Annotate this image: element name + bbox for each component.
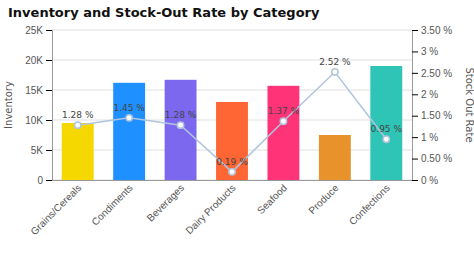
chart: Grains/CerealsCondimentsBeveragesDairy P… [0, 0, 474, 256]
bar [370, 66, 402, 180]
data-labels: 1.28 % 1.45 % 1.28 % 0.19 % 1.37 % 2.52 % 0.95… [62, 57, 402, 167]
data-label: 2.52 % [319, 57, 351, 67]
tick-mark [412, 30, 418, 31]
bars [62, 66, 402, 180]
axis-line [413, 31, 419, 181]
tick-mark [46, 60, 52, 61]
tick-label: Grains/Cereals [28, 182, 83, 237]
tick-mark [46, 30, 52, 31]
marker [280, 118, 286, 124]
tick: 20K [25, 55, 52, 66]
tick-label: 15K [25, 85, 43, 96]
tick-label: 20K [25, 55, 43, 66]
tick-mark [412, 159, 418, 160]
tick-label: 1 % [421, 132, 438, 143]
tick: Produce [306, 180, 340, 216]
tick: 3 % [412, 46, 438, 57]
grid [52, 30, 412, 180]
tick-label: 0 [37, 175, 43, 186]
tick-mark [412, 94, 418, 95]
tick-mark [412, 51, 418, 52]
grid-line [52, 60, 412, 61]
tick: 0 % [412, 175, 438, 186]
tick: 5K [31, 145, 52, 156]
tick: 1.50 % [412, 110, 452, 121]
tick: Grains/Cereals [28, 180, 83, 237]
plot: Grains/CerealsCondimentsBeveragesDairy P… [25, 25, 452, 237]
marker [383, 136, 389, 142]
axis-line [46, 31, 53, 181]
tick-label: Seafood [255, 182, 289, 216]
bar [319, 135, 351, 180]
bar [113, 83, 145, 180]
bar [165, 80, 197, 180]
data-label: 0.19 % [216, 157, 248, 167]
tick-mark [46, 120, 52, 121]
tick: 3.50 % [412, 25, 452, 36]
tick-mark [412, 180, 418, 181]
y-axis: 0 5K 10K 15K 20K 25K [25, 25, 52, 186]
data-label: 1.28 % [62, 110, 94, 120]
y2-axis: 0 % 0.50 % 1 % 1.50 % 2 % 2.50 % 3 % 3.50 % [412, 25, 452, 186]
tick-label: 0 % [421, 175, 438, 186]
marker [229, 169, 235, 175]
tick-mark [412, 137, 418, 138]
line [78, 72, 387, 172]
tick: 2.50 % [412, 68, 452, 79]
data-label: 1.37 % [268, 106, 300, 116]
tick-label: 2 % [421, 89, 438, 100]
axis-line [53, 180, 413, 181]
tick: Seafood [255, 180, 289, 216]
bar [62, 123, 94, 180]
marker [126, 115, 132, 121]
tick-label: 0.50 % [421, 153, 452, 164]
tick: Confections [347, 180, 392, 227]
data-label: 1.45 % [113, 103, 145, 113]
tick: 1 % [412, 132, 438, 143]
tick-label: 3 % [421, 46, 438, 57]
tick: 2 % [412, 89, 438, 100]
data-label: 1.28 % [165, 110, 197, 120]
tick-mark [46, 150, 52, 151]
grid-line [52, 90, 412, 91]
bar [216, 102, 248, 180]
tick-label: 2.50 % [421, 68, 452, 79]
tick: 15K [25, 85, 52, 96]
tick-label: Beverages [145, 182, 187, 224]
grid-line [52, 30, 412, 31]
tick-label: Confections [347, 182, 392, 227]
x-axis: Grains/CerealsCondimentsBeveragesDairy P… [28, 180, 412, 237]
tick: 0.50 % [412, 153, 452, 164]
tick-label: Dairy Products [184, 182, 238, 236]
tick: Condiments [89, 180, 135, 228]
tick: 25K [25, 25, 52, 36]
tick-label: 1.50 % [421, 110, 452, 121]
tick-mark [46, 180, 52, 181]
tick-mark [412, 116, 418, 117]
tick-label: Condiments [89, 182, 135, 228]
tick: Beverages [145, 180, 187, 224]
markers [75, 69, 390, 175]
tick-label: 10K [25, 115, 43, 126]
marker [75, 122, 81, 128]
tick-label: Produce [306, 182, 340, 216]
marks [62, 66, 402, 180]
tick: Dairy Products [184, 180, 238, 236]
tick-label: 5K [31, 145, 44, 156]
marker [177, 122, 183, 128]
tick-label: 3.50 % [421, 25, 452, 36]
y2-axis-title: Stock Out Rate [464, 67, 474, 142]
tick-label: 25K [25, 25, 43, 36]
tick-mark [412, 73, 418, 74]
marker [332, 69, 338, 75]
tick: 0 [37, 175, 52, 186]
title: Inventory and Stock-Out Rate by Category [8, 5, 320, 20]
tick: 10K [25, 115, 52, 126]
data-label: 0.95 % [371, 124, 403, 134]
tick-mark [46, 90, 52, 91]
y-axis-title: Inventory [3, 81, 14, 129]
